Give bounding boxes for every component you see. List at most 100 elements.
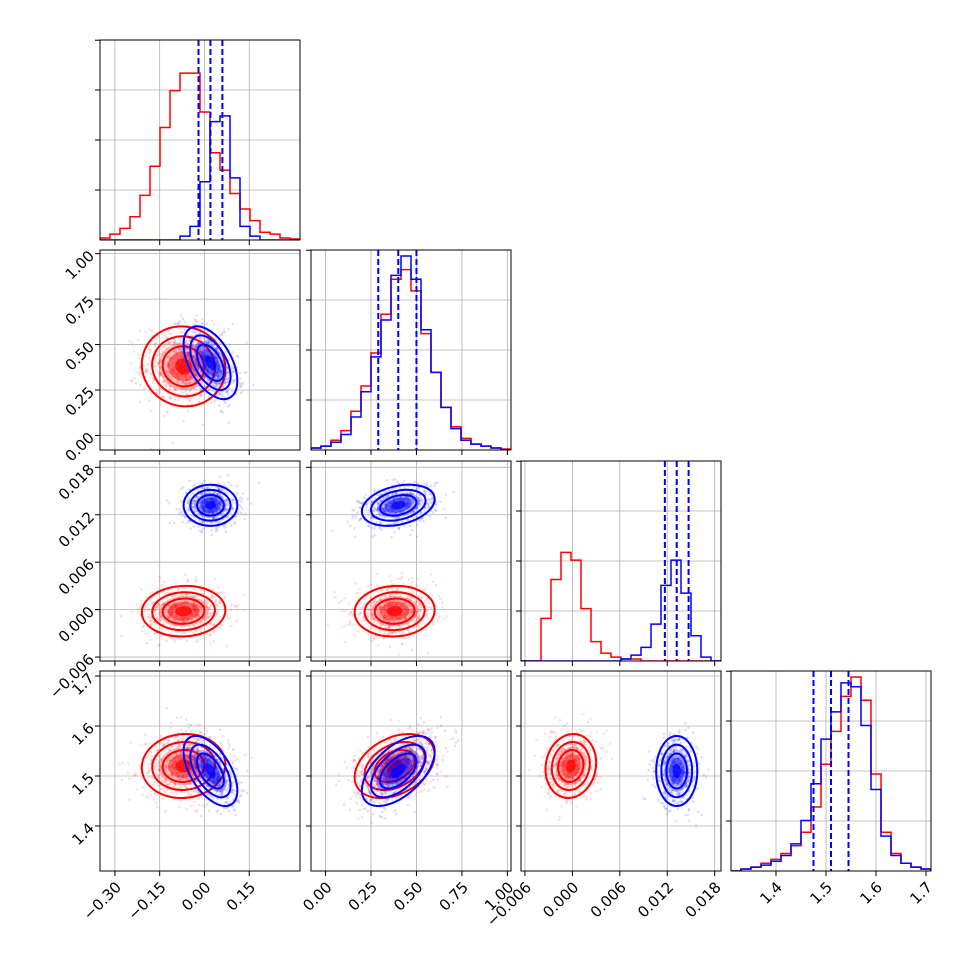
- scatter-point: [231, 322, 234, 325]
- scatter-point: [392, 479, 395, 482]
- scatter-point: [163, 344, 166, 347]
- scatter-point: [258, 482, 261, 485]
- scatter-point: [344, 641, 347, 644]
- scatter-point: [156, 765, 159, 768]
- scatter-panel-0-3: [95, 671, 300, 876]
- scatter-point: [439, 598, 442, 601]
- scatter-point: [231, 499, 234, 502]
- scatter-point: [159, 576, 162, 579]
- scatter-point: [439, 501, 442, 504]
- scatter-point: [201, 530, 204, 533]
- scatter-point: [130, 362, 133, 365]
- scatter-point: [219, 627, 222, 630]
- scatter-point: [230, 524, 233, 527]
- scatter-point: [215, 620, 218, 623]
- scatter-point: [197, 741, 200, 744]
- scatter-point: [202, 638, 205, 641]
- scatter-point: [144, 733, 147, 736]
- scatter-point: [367, 586, 370, 589]
- scatter-point: [168, 342, 171, 345]
- scatter-point: [373, 506, 376, 509]
- scatter-point: [376, 584, 379, 587]
- scatter-point: [193, 801, 196, 804]
- scatter-point: [412, 517, 415, 520]
- scatter-point: [163, 789, 166, 792]
- scatter-point: [184, 587, 187, 590]
- scatter-point: [148, 763, 151, 766]
- scatter-point: [203, 332, 206, 335]
- scatter-point: [430, 607, 433, 610]
- scatter-point: [242, 609, 245, 612]
- scatter-point: [137, 339, 140, 342]
- scatter-point: [201, 423, 204, 426]
- scatter-point: [207, 396, 210, 399]
- scatter-point: [356, 592, 359, 595]
- scatter-point: [343, 625, 346, 628]
- scatter-point: [363, 496, 366, 499]
- scatter-point: [196, 328, 199, 331]
- scatter-point: [208, 389, 211, 392]
- scatter-point: [138, 354, 141, 357]
- scatter-point: [421, 596, 424, 599]
- scatter-point: [428, 602, 431, 605]
- scatter-point: [234, 789, 237, 792]
- scatter-point: [181, 633, 184, 636]
- scatter-point: [217, 610, 220, 613]
- scatter-point: [426, 610, 429, 613]
- scatter-point: [187, 409, 190, 412]
- scatter-point: [409, 534, 412, 537]
- scatter-point: [141, 630, 144, 633]
- scatter-point: [208, 634, 211, 637]
- scatter-point: [133, 774, 136, 777]
- scatter-point: [143, 387, 146, 390]
- scatter-point: [158, 644, 161, 647]
- scatter-point: [338, 602, 341, 605]
- scatter-point: [141, 794, 144, 797]
- histogram-panel-1: [306, 250, 511, 455]
- scatter-point: [178, 322, 181, 325]
- scatter-point: [220, 606, 223, 609]
- scatter-point: [139, 371, 142, 374]
- scatter-point: [415, 600, 418, 603]
- scatter-point: [221, 591, 224, 594]
- scatter-point: [149, 620, 152, 623]
- scatter-point: [140, 744, 143, 747]
- scatter-point: [144, 607, 147, 610]
- scatter-point: [228, 616, 231, 619]
- scatter-point: [372, 634, 375, 637]
- scatter-point: [417, 493, 420, 496]
- scatter-point: [230, 604, 233, 607]
- scatter-point: [401, 576, 404, 579]
- scatter-point: [218, 393, 221, 396]
- y-tick-label: 0.000: [55, 603, 98, 646]
- scatter-point: [420, 606, 423, 609]
- scatter-point: [218, 521, 221, 524]
- scatter-point: [403, 525, 406, 528]
- scatter-point: [375, 521, 378, 524]
- scatter-point: [353, 527, 356, 530]
- scatter-point: [405, 637, 408, 640]
- scatter-point: [226, 391, 229, 394]
- scatter-point: [347, 624, 350, 627]
- scatter-point: [416, 535, 419, 538]
- scatter-point: [157, 370, 160, 373]
- scatter-point: [250, 502, 253, 505]
- scatter-point: [240, 500, 243, 503]
- scatter-point: [147, 616, 150, 619]
- scatter-point: [161, 779, 164, 782]
- scatter-point: [402, 583, 405, 586]
- scatter-point: [153, 781, 156, 784]
- y-tick-label: 0.018: [55, 461, 98, 504]
- scatter-point: [186, 340, 189, 343]
- scatter-point: [190, 793, 193, 796]
- scatter-point: [205, 323, 208, 326]
- scatter-point: [227, 481, 230, 484]
- scatter-point: [144, 609, 147, 612]
- scatter-point: [425, 634, 428, 637]
- scatter-point: [154, 337, 157, 340]
- scatter-point: [152, 784, 155, 787]
- scatter-point: [185, 325, 188, 328]
- scatter-point: [353, 509, 356, 512]
- scatter-point: [151, 591, 154, 594]
- scatter-point: [200, 589, 203, 592]
